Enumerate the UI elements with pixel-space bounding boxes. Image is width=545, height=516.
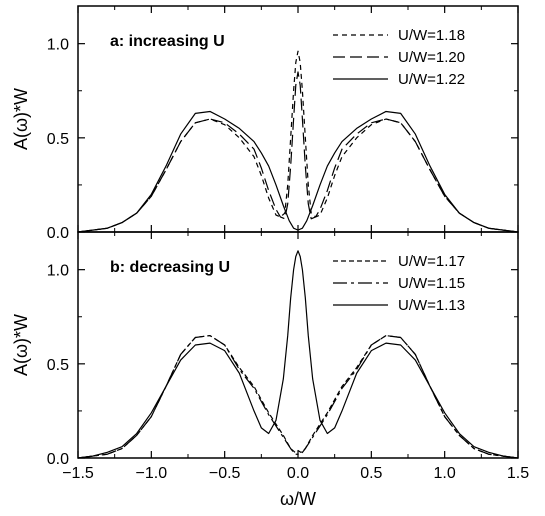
panel-label-a: a: increasing U xyxy=(110,33,225,50)
y-tick-label-b: 1.0 xyxy=(47,263,69,280)
y-tick-label-b: 0.5 xyxy=(47,357,69,374)
series-line-b-3 xyxy=(77,250,519,459)
series-line-a-2 xyxy=(77,71,519,233)
x-tick-label: −1.5 xyxy=(62,465,94,482)
panel-b: −1.5 −1.0 −0.5 0.0 0.5 1.0 1.5 0.0 0.5 1.0 b: decr… xyxy=(47,231,529,482)
y-tick-label-a: 1.0 xyxy=(47,37,69,54)
legend-label-a-1: U/W=1.18 xyxy=(398,27,465,44)
y-tick-label-b: 0.0 xyxy=(47,451,69,468)
series-line-b-2 xyxy=(77,334,519,459)
legend-label-b-1: U/W=1.17 xyxy=(398,253,465,270)
series-line-a-3 xyxy=(77,110,519,233)
y-axis-title-a: A(ω)*W xyxy=(11,88,31,150)
panel-a: 0.0 0.5 1.0 a: increasing U U/W=1.18 U/W=1.20… xyxy=(47,5,519,242)
x-tick-label: 1.0 xyxy=(434,465,456,482)
x-tick-label: 1.5 xyxy=(507,465,529,482)
x-tick-label: 0.0 xyxy=(287,465,309,482)
legend-label-a-3: U/W=1.22 xyxy=(398,71,465,88)
series-line-b-1 xyxy=(77,334,519,459)
x-tick-label: 0.5 xyxy=(360,465,382,482)
y-axis-title-b: A(ω)*W xyxy=(11,314,31,376)
x-axis-title: ω/W xyxy=(280,489,316,509)
legend-label-b-2: U/W=1.15 xyxy=(398,275,465,292)
y-tick-label-a: 0.5 xyxy=(47,131,69,148)
legend-label-b-3: U/W=1.13 xyxy=(398,297,465,314)
y-tick-label-a: 0.0 xyxy=(47,225,69,242)
legend-label-a-2: U/W=1.20 xyxy=(398,49,465,66)
x-tick-label: −0.5 xyxy=(209,465,241,482)
x-tick-label: −1.0 xyxy=(136,465,168,482)
panel-label-b: b: decreasing U xyxy=(110,259,230,276)
